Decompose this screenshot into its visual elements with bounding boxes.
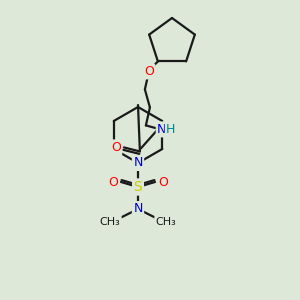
Text: H: H xyxy=(166,123,176,136)
Text: O: O xyxy=(108,176,118,188)
Text: CH₃: CH₃ xyxy=(100,217,120,227)
Text: N: N xyxy=(157,123,167,136)
Text: S: S xyxy=(134,180,142,194)
Text: O: O xyxy=(158,176,168,188)
Text: O: O xyxy=(144,65,154,78)
Text: N: N xyxy=(133,157,143,169)
Text: CH₃: CH₃ xyxy=(156,217,176,227)
Text: O: O xyxy=(111,141,121,154)
Text: N: N xyxy=(133,202,143,215)
